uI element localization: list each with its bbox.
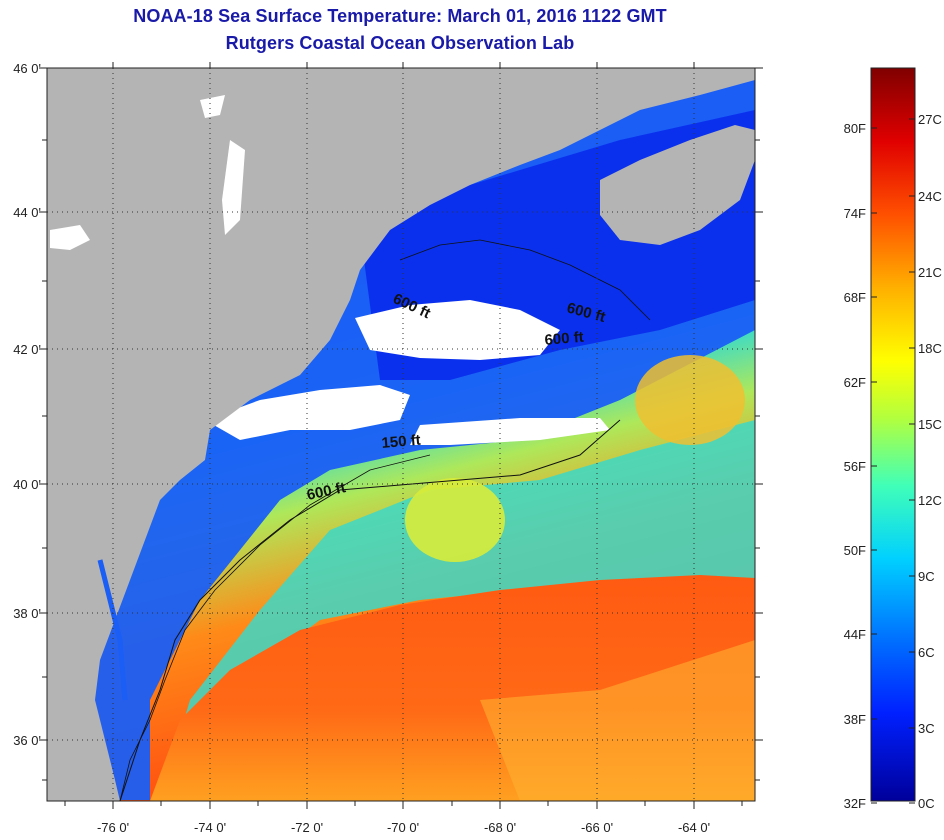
colorbar-fahrenheit-label: 62F bbox=[844, 375, 866, 390]
lon-tick-label: -68 0' bbox=[484, 820, 516, 835]
lon-tick-label: -64 0' bbox=[678, 820, 710, 835]
map-subtitle: Rutgers Coastal Ocean Observation Lab bbox=[225, 33, 575, 53]
colorbar-fahrenheit-label: 38F bbox=[844, 712, 866, 727]
map-frame bbox=[46, 67, 756, 802]
lake bbox=[50, 225, 90, 250]
land-nova-scotia bbox=[600, 125, 755, 245]
colorbar-fahrenheit-label: 74F bbox=[844, 206, 866, 221]
lon-tick-label: -74 0' bbox=[194, 820, 226, 835]
lake bbox=[200, 95, 225, 118]
lake bbox=[222, 140, 245, 235]
colorbar-celsius-label: 27C bbox=[918, 112, 942, 127]
lat-tick-label: 44 0' bbox=[13, 205, 41, 220]
colorbar-fahrenheit-label: 56F bbox=[844, 459, 866, 474]
warm-eddy bbox=[405, 478, 505, 562]
colorbar-fahrenheit-label: 68F bbox=[844, 290, 866, 305]
colorbar-celsius-label: 24C bbox=[918, 189, 942, 204]
contour-label: 150 ft bbox=[381, 432, 422, 452]
contour-600ft bbox=[399, 239, 651, 321]
land-us-coast bbox=[47, 68, 755, 801]
colorbar-celsius-label: 0C bbox=[918, 796, 935, 811]
graticule bbox=[47, 68, 755, 801]
colorbar-celsius-label: 18C bbox=[918, 341, 942, 356]
contour-600ft bbox=[119, 419, 621, 801]
slope-water bbox=[160, 420, 755, 800]
lat-tick-label: 36 0' bbox=[13, 733, 41, 748]
colorbar-fahrenheit-label: 44F bbox=[844, 627, 866, 642]
lon-tick-label: -70 0' bbox=[387, 820, 419, 835]
warm-eddy-east bbox=[635, 355, 745, 445]
contour-label: 600 ft bbox=[544, 329, 585, 349]
colorbar-celsius-label: 6C bbox=[918, 645, 935, 660]
lon-tick-label: -76 0' bbox=[97, 820, 129, 835]
lat-tick-label: 40 0' bbox=[13, 477, 41, 492]
map-title: NOAA-18 Sea Surface Temperature: March 0… bbox=[133, 6, 667, 26]
lat-tick-label: 42 0' bbox=[13, 342, 41, 357]
colorbar-fahrenheit-label: 32F bbox=[844, 796, 866, 811]
colorbar-gradient bbox=[871, 68, 915, 801]
colorbar-celsius-label: 15C bbox=[918, 417, 942, 432]
colorbar-celsius-label: 12C bbox=[918, 493, 942, 508]
cloud-patch bbox=[410, 418, 610, 445]
colorbar-celsius-label: 9C bbox=[918, 569, 935, 584]
colorbar-fahrenheit-label: 50F bbox=[844, 543, 866, 558]
colorbar-celsius-label: 21C bbox=[918, 265, 942, 280]
lat-tick-label: 46 0' bbox=[13, 61, 41, 76]
cloud-patch bbox=[355, 300, 560, 360]
lon-tick-label: -66 0' bbox=[581, 820, 613, 835]
colorbar-celsius-label: 3C bbox=[918, 721, 935, 736]
contour-150ft bbox=[119, 454, 431, 801]
lat-tick-label: 38 0' bbox=[13, 606, 41, 621]
lon-tick-label: -72 0' bbox=[291, 820, 323, 835]
cloud-patch bbox=[205, 385, 410, 440]
colorbar-fahrenheit-label: 80F bbox=[844, 121, 866, 136]
